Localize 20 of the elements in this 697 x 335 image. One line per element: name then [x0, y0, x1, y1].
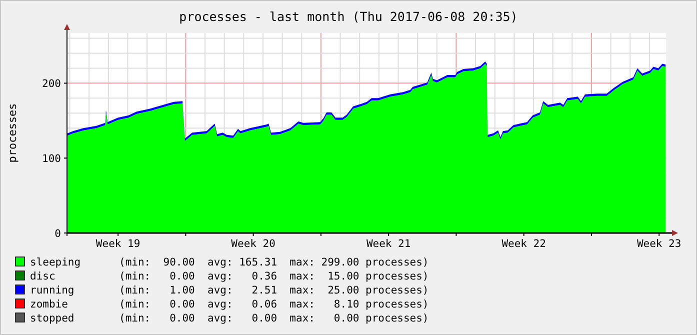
legend-label: stopped — [30, 312, 74, 324]
legend-label: zombie — [30, 298, 68, 310]
legend-label: disc — [30, 270, 56, 282]
legend-label: sleeping — [30, 256, 81, 268]
text: (min: 1.00 avg: 2.51 max: 25.00 processes) — [119, 284, 429, 296]
x-tick-label: Week 20 — [231, 238, 276, 250]
text: (min: 0.00 avg: 0.00 max: 0.00 processes) — [119, 312, 429, 324]
y-tick-label: 0 — [54, 228, 61, 240]
x-tick-label: Week 21 — [366, 238, 411, 250]
y-tick-label: 100 — [42, 153, 61, 166]
x-tick-label: Week 23 — [636, 238, 682, 250]
chart-title: processes - last month (Thu 2017-06-08 20:35) — [179, 9, 518, 24]
text: (min: 90.00 avg: 165.31 max: 299.00 processes) — [119, 256, 429, 268]
x-tick-label: Week 19 — [96, 238, 140, 250]
y-axis-title: processes — [6, 103, 19, 163]
text: (min: 0.00 avg: 0.36 max: 15.00 processes) — [119, 270, 429, 282]
y-tick-label: 200 — [42, 78, 61, 90]
legend-label: running — [30, 284, 74, 296]
text: (min: 0.00 avg: 0.06 max: 8.10 processes) — [119, 298, 429, 310]
x-tick-label: Week 22 — [502, 238, 546, 250]
